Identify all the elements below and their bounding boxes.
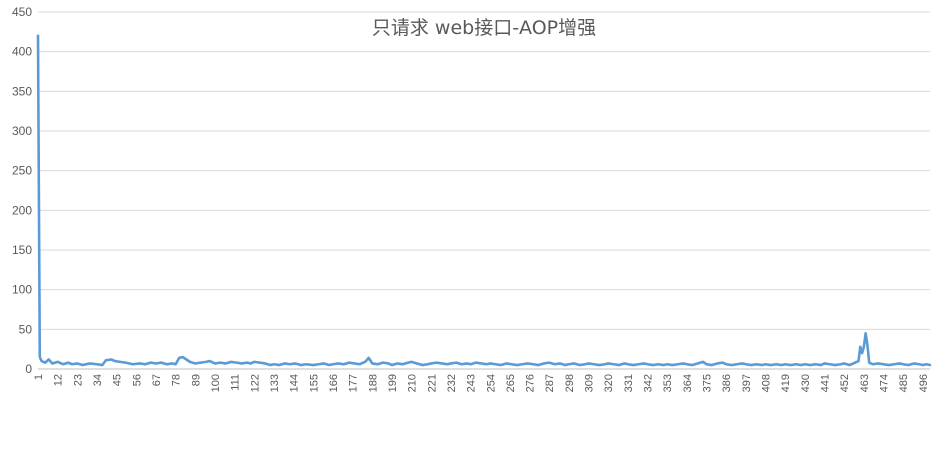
y-tick-label: 300 bbox=[12, 124, 32, 138]
x-tick-label: 265 bbox=[505, 374, 517, 392]
y-axis-tick-labels: 0 50 100 150 200 250 300 350 400 450 bbox=[12, 5, 32, 376]
y-tick-label: 100 bbox=[12, 283, 32, 297]
x-tick-label: 122 bbox=[249, 374, 261, 392]
x-tick-label: 441 bbox=[820, 374, 832, 392]
x-tick-label: 463 bbox=[859, 374, 871, 392]
series-line bbox=[36, 34, 932, 367]
x-tick-label: 485 bbox=[898, 374, 910, 392]
x-tick-label: 353 bbox=[662, 374, 674, 392]
y-tick-label: 400 bbox=[12, 45, 32, 59]
y-tick-label: 0 bbox=[25, 362, 32, 376]
x-tick-label: 221 bbox=[426, 374, 438, 392]
x-tick-label: 419 bbox=[780, 374, 792, 392]
x-tick-label: 144 bbox=[289, 374, 301, 392]
x-tick-label: 331 bbox=[623, 374, 635, 392]
x-tick-label: 166 bbox=[328, 374, 340, 392]
x-tick-label: 474 bbox=[879, 374, 891, 392]
y-tick-label: 450 bbox=[12, 5, 32, 19]
x-tick-label: 298 bbox=[564, 374, 576, 392]
x-tick-label: 12 bbox=[53, 374, 65, 386]
x-tick-label: 430 bbox=[800, 374, 812, 392]
x-tick-label: 133 bbox=[269, 374, 281, 392]
y-tick-label: 50 bbox=[19, 322, 33, 336]
x-tick-label: 23 bbox=[72, 374, 84, 386]
x-tick-label: 78 bbox=[171, 374, 183, 386]
x-tick-label: 309 bbox=[584, 374, 596, 392]
x-tick-label: 67 bbox=[151, 374, 163, 386]
x-tick-label: 287 bbox=[544, 374, 556, 392]
x-tick-label: 496 bbox=[918, 374, 930, 392]
x-tick-label: 111 bbox=[230, 374, 242, 391]
x-tick-label: 364 bbox=[682, 374, 694, 392]
x-tick-label: 375 bbox=[702, 374, 714, 392]
x-tick-label: 188 bbox=[367, 374, 379, 392]
x-tick-label: 452 bbox=[839, 374, 851, 392]
x-tick-label: 408 bbox=[761, 374, 773, 392]
x-tick-label: 320 bbox=[603, 374, 615, 392]
x-tick-label: 89 bbox=[190, 374, 202, 386]
x-tick-label: 397 bbox=[741, 374, 753, 392]
x-axis-tick-labels: 1 12 23 34 45 56 67 78 89 100 111 122 133 144 155 166 17… bbox=[33, 374, 930, 392]
x-tick-label: 232 bbox=[446, 374, 458, 392]
y-tick-label: 200 bbox=[12, 203, 32, 217]
x-tick-label: 386 bbox=[721, 374, 733, 392]
series-layer bbox=[36, 34, 932, 367]
y-tick-label: 150 bbox=[12, 243, 32, 257]
x-tick-label: 199 bbox=[387, 374, 399, 392]
x-tick-label: 210 bbox=[407, 374, 419, 392]
x-tick-label: 155 bbox=[308, 374, 320, 392]
x-tick-label: 100 bbox=[210, 374, 222, 392]
x-tick-label: 56 bbox=[131, 374, 143, 386]
y-tick-label: 350 bbox=[12, 84, 32, 98]
chart-title: 只请求 web接口-AOP增强 bbox=[372, 17, 596, 39]
x-tick-label: 276 bbox=[525, 374, 537, 392]
x-tick-label: 243 bbox=[466, 374, 478, 392]
x-tick-label: 177 bbox=[348, 374, 360, 392]
x-tick-label: 45 bbox=[112, 374, 124, 386]
y-tick-label: 250 bbox=[12, 164, 32, 178]
gridlines bbox=[38, 11, 930, 330]
x-tick-label: 254 bbox=[485, 374, 497, 392]
x-tick-label: 1 bbox=[33, 374, 45, 380]
x-tick-label: 342 bbox=[643, 374, 655, 392]
x-tick-label: 34 bbox=[92, 374, 104, 386]
